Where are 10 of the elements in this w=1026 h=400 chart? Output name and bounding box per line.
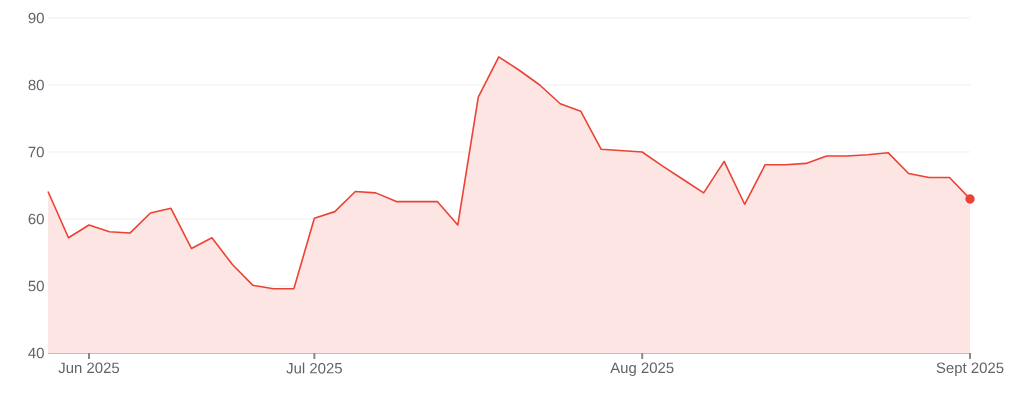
x-tick-label: Jun 2025 <box>58 362 120 374</box>
x-tick-label: Sept 2025 <box>936 362 1004 377</box>
y-tick-label: 70 <box>28 146 44 158</box>
y-tick-label: 90 <box>28 12 44 24</box>
y-tick-label: 40 <box>28 347 44 359</box>
y-tick-label: 60 <box>28 213 44 225</box>
y-tick-label: 80 <box>28 79 44 91</box>
y-tick-label: 50 <box>28 280 44 292</box>
x-tick-label: Aug 2025 <box>610 362 674 377</box>
x-tick-label: Jul 2025 <box>286 362 342 374</box>
